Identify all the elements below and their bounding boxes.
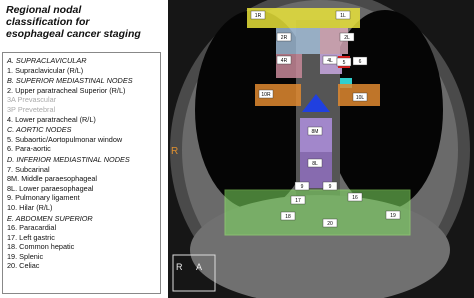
label-box [307,126,323,136]
label-box [352,56,368,66]
label-box [294,181,310,191]
title-line: classification for [6,16,90,28]
label-box [258,89,274,99]
title-line: esophageal cancer staging [6,28,141,40]
region-3p [340,78,352,88]
legend-item: 7. Subcarinal [7,164,50,174]
region-label: 18 [285,214,291,220]
region-label: 2L [344,35,350,41]
legend-item: 8L. Lower paraesophageal [7,183,94,193]
orientation-box [172,254,216,292]
section-heading: C. AORTIC NODES [7,125,72,135]
region-label: 1R [255,13,262,19]
region-label: 4L [327,58,333,64]
region-7 [302,94,330,112]
legend-item: 20. Celiac [7,261,40,271]
region-label: 19 [390,213,396,219]
label-box [385,210,401,220]
legend-item: 19. Splenic [7,251,44,261]
region-label: 9 [329,184,332,190]
side-marker: R [171,146,178,157]
section-heading: E. ABDOMEN SUPERIOR [7,213,93,223]
label-box [307,158,323,168]
label-box [322,181,338,191]
legend-item: 4. Lower paratracheal (R/L) [7,114,96,124]
legend-item: 5. Subaortic/Aortopulmonar window [7,134,123,144]
orientation-label: A [196,262,202,272]
region-label: 8L [312,161,318,167]
label-box [276,32,292,42]
label-box [280,211,296,221]
region-1 [247,8,360,28]
legend-item: 8M. Middle paraesophageal [7,174,98,184]
region-10r [255,84,301,106]
legend-item: 3A Prevascular [7,95,57,105]
title-line: Regional nodal [6,4,82,16]
region-label: 8M [312,129,319,135]
label-box [290,195,306,205]
region-label: 10R [261,92,271,98]
label-box [250,10,266,20]
region-abdomen [224,189,411,236]
label-box [347,192,363,202]
legend-item: 17. Left gastric [7,232,55,242]
legend-item: 6. Para-aortic [7,144,51,154]
label-box [322,218,338,228]
legend-item: 10. Hilar (R/L) [7,202,53,212]
region-label: 9 [301,184,304,190]
region-label: 10L [356,95,365,101]
region-label: 16 [352,195,358,201]
region-label: 1L [340,13,346,19]
region-label: 2R [281,35,288,41]
legend-item: 3P Prevetebral [7,104,56,114]
ct-image: 1R 1L 2R 2L 4R 4L 5 6 10R 10L 8M 8L 9 9 17 16 18 19 20 R R A [168,0,474,298]
label-box [339,32,355,42]
section-heading: A. SUPRACLAVICULAR [7,56,87,65]
label-box [335,10,351,20]
label-box [276,55,292,65]
region-label: 6 [359,59,362,65]
legend-item: 18. Common hepatic [7,242,75,252]
orientation-label: R [176,262,183,272]
label-box [352,92,368,102]
region-label: 4R [281,58,288,64]
title: Regional nodal classification for esophage… [6,4,166,40]
legend-item: 16. Paracardial [7,223,57,233]
section-heading: D. INFERIOR MEDIASTINAL NODES [7,154,130,164]
region-label: 20 [327,221,333,227]
legend: A. SUPRACLAVICULAR 1. Supraclavicular (R/… [2,52,161,294]
label-box [336,57,352,67]
legend-item: 9. Pulmonary ligament [7,193,80,203]
legend-item: 1. Supraclavicular (R/L) [7,65,84,75]
region-label: 5 [343,60,346,66]
section-heading: B. SUPERIOR MEDIASTINAL NODES [7,76,133,86]
region-label: 17 [295,198,301,204]
legend-item: 2. Upper paratracheal Superior (R/L) [7,85,126,95]
